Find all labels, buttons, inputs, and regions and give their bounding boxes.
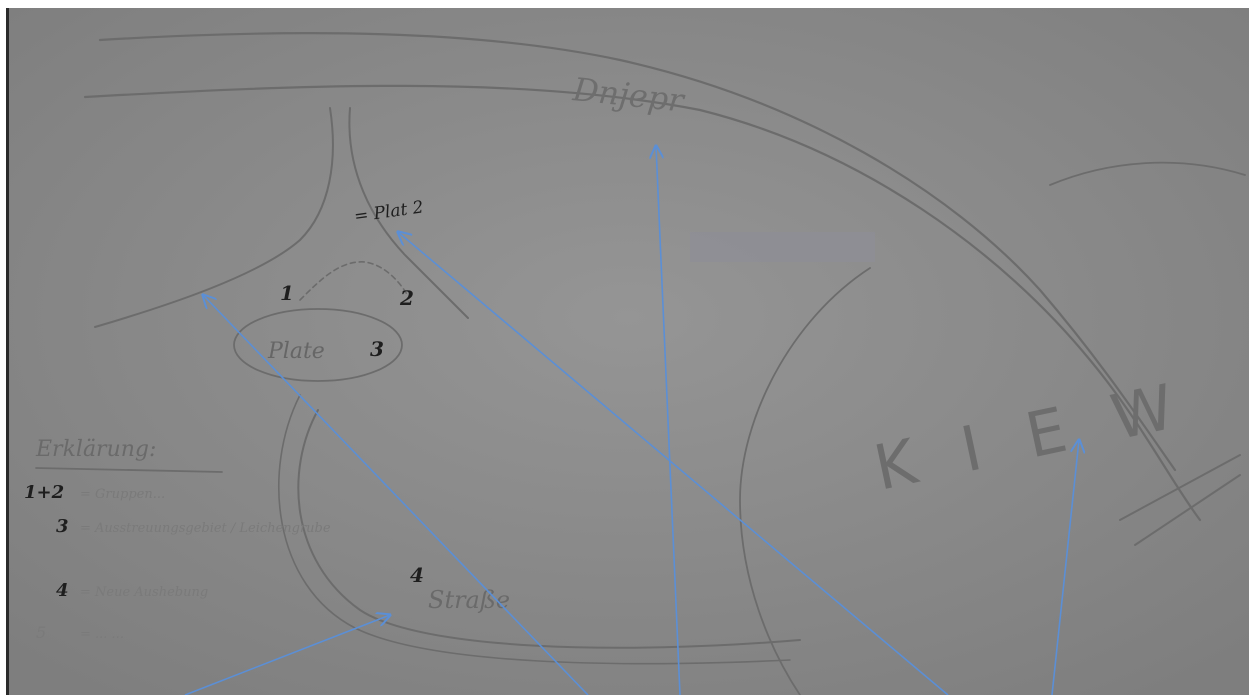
photo-left-edge bbox=[6, 8, 9, 695]
legend-key-2: 3 bbox=[56, 516, 69, 537]
plate-ellipse bbox=[233, 308, 403, 382]
smudge-mark bbox=[690, 232, 875, 262]
photo-paper bbox=[8, 8, 1249, 695]
marker-2: 2 bbox=[399, 286, 414, 310]
ravine-fork bbox=[94, 107, 469, 328]
arrow-to-city bbox=[1051, 440, 1079, 695]
arrow-to-river bbox=[656, 146, 681, 695]
arrow-to-pit bbox=[184, 615, 390, 695]
lower-label: Straße bbox=[428, 586, 510, 614]
annotation-arrows bbox=[184, 146, 1079, 695]
legend: Erklärung: 1+2 = Gruppen... 3 = Ausstreu… bbox=[24, 437, 331, 642]
river-outline bbox=[83, 32, 1241, 546]
legend-text-3: = Neue Aushebung bbox=[80, 585, 208, 600]
arrow-to-apex bbox=[398, 232, 949, 695]
legend-key-3: 4 bbox=[56, 580, 69, 601]
legend-text-4: = ... ... bbox=[80, 627, 124, 642]
legend-text-1: = Gruppen... bbox=[80, 487, 165, 502]
marker-4: 4 bbox=[410, 563, 424, 587]
plate-label: Plate bbox=[267, 339, 325, 364]
legend-title-underline bbox=[35, 467, 223, 473]
marker-3: 3 bbox=[370, 337, 384, 361]
legend-text-2: = Ausstreuungsgebiet / Leichengrube bbox=[80, 521, 331, 536]
arrow-to-branch-1 bbox=[203, 295, 589, 695]
legend-key-4: 5 bbox=[36, 623, 46, 642]
legend-title: Erklärung: bbox=[35, 437, 156, 462]
legend-key-1: 1+2 bbox=[24, 482, 64, 503]
marker-1: 1 bbox=[280, 281, 294, 305]
